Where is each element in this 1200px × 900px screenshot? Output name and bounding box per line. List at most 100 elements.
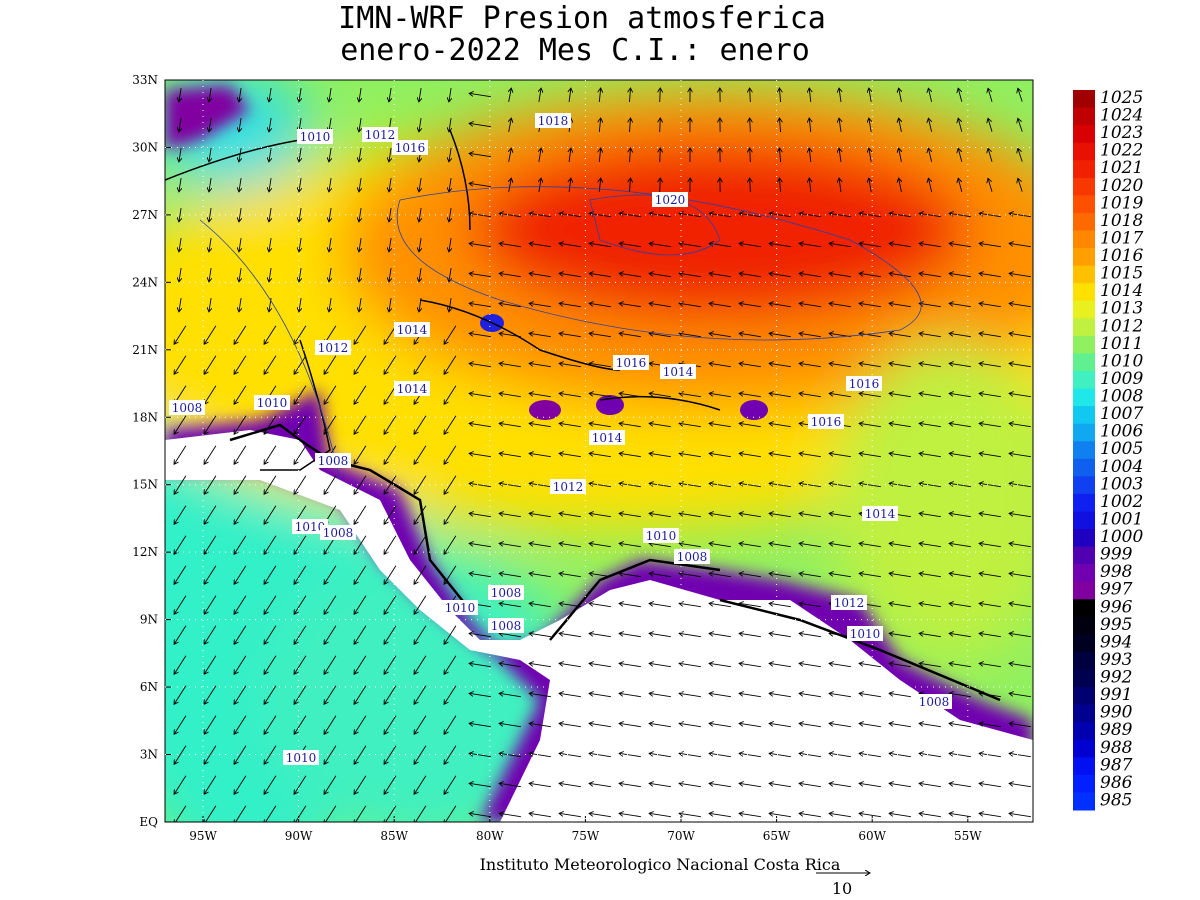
wind-arrow: [469, 243, 491, 248]
wind-arrow: [269, 88, 271, 102]
wind-arrow: [619, 663, 641, 668]
wind-arrow: [809, 178, 811, 193]
wind-arrow: [294, 595, 307, 615]
wind-arrow: [679, 693, 701, 698]
colorbar-swatch: [1073, 335, 1095, 354]
wind-arrow: [988, 118, 993, 132]
wind-arrow: [414, 565, 427, 585]
wind-arrow: [234, 775, 247, 795]
wind-arrow: [889, 663, 911, 668]
wind-arrow: [979, 423, 1001, 428]
wind-arrow: [384, 595, 397, 615]
wind-arrow: [414, 415, 427, 435]
wind-arrow: [1009, 303, 1031, 308]
wind-arrow: [679, 513, 701, 518]
wind-arrow: [354, 445, 367, 465]
wind-arrow: [499, 603, 521, 608]
wind-arrow: [889, 633, 911, 638]
wind-arrow: [529, 603, 551, 608]
wind-arrow: [769, 723, 791, 728]
wind-arrow: [444, 745, 457, 765]
colorbar-swatch: [1073, 248, 1095, 267]
wind-arrow: [649, 243, 671, 248]
wind-arrow: [324, 385, 337, 405]
wind-arrow: [174, 445, 187, 465]
wind-arrow: [889, 453, 911, 458]
wind-arrow: [799, 603, 821, 608]
wind-arrow: [889, 483, 911, 488]
colorbar-swatch: [1073, 581, 1095, 600]
wind-arrow: [799, 213, 821, 218]
wind-arrow: [679, 243, 701, 248]
wind-arrow: [769, 333, 791, 338]
contour-label-box: [315, 340, 351, 355]
wind-arrow: [264, 445, 277, 465]
colorbar-swatch: [1073, 125, 1095, 144]
wind-arrow: [239, 148, 241, 162]
wind-arrow: [750, 178, 751, 193]
wind-arrow: [889, 543, 911, 548]
wind-arrow: [889, 573, 911, 578]
wind-arrow: [589, 273, 611, 278]
colorbar-label: 1011: [1100, 334, 1143, 354]
wind-arrow: [264, 505, 277, 525]
wind-arrow: [919, 393, 941, 398]
wind-arrow: [569, 88, 571, 102]
wind-arrow: [809, 118, 811, 133]
wind-arrow: [529, 573, 551, 578]
wind-arrow: [204, 505, 217, 525]
wind-arrow: [389, 268, 391, 282]
colorbar-label: 985: [1100, 790, 1132, 810]
wind-arrow: [1009, 333, 1031, 338]
wind-arrow: [384, 505, 397, 525]
wind-arrow: [979, 573, 1001, 578]
wind-arrow: [1009, 243, 1031, 248]
lat-label: 15N: [132, 478, 158, 492]
wind-arrow: [499, 633, 521, 638]
wind-arrow: [174, 505, 187, 525]
wind-arrow: [630, 88, 631, 103]
contour-label-box: [652, 192, 688, 207]
contour-label-box: [283, 750, 319, 765]
wind-arrow: [769, 303, 791, 308]
contour-label-box: [488, 618, 524, 633]
wind-arrow: [1009, 363, 1031, 368]
wind-arrow: [499, 453, 521, 458]
wind-arrow: [414, 715, 427, 735]
wind-arrow: [919, 543, 941, 548]
wind-arrow: [204, 805, 217, 822]
colorbar-swatch: [1073, 212, 1095, 231]
wind-arrow: [529, 483, 551, 488]
wind-arrow: [709, 303, 731, 308]
wind-arrow: [769, 693, 791, 698]
wind-arrow: [294, 385, 307, 405]
wind-arrow: [679, 333, 701, 338]
wind-arrow: [769, 453, 791, 458]
wind-arrow: [179, 268, 181, 282]
wind-arrow: [559, 273, 581, 278]
wind-arrow: [949, 333, 971, 338]
wind-arrow: [264, 475, 277, 495]
colorbar-label: 1018: [1100, 211, 1143, 231]
contour-label-box: [297, 129, 333, 144]
wind-arrow: [979, 783, 1001, 788]
wind-arrow: [509, 88, 512, 102]
wind-arrow: [559, 663, 581, 668]
wind-arrow: [799, 273, 821, 278]
wind-arrow: [414, 595, 427, 615]
wind-arrow: [469, 513, 491, 518]
wind-arrow: [354, 355, 367, 375]
wind-arrow: [859, 423, 881, 428]
wind-arrow: [529, 273, 551, 278]
wind-arrow: [499, 693, 521, 698]
colorbar-label: 995: [1100, 615, 1132, 635]
wind-arrow: [529, 633, 551, 638]
wind-arrow: [829, 753, 851, 758]
wind-arrow: [444, 445, 457, 465]
wind-arrow: [419, 88, 421, 102]
wind-arrow: [679, 573, 701, 578]
wind-arrow: [949, 783, 971, 788]
wind-arrow: [799, 483, 821, 488]
wind-arrow: [509, 148, 512, 162]
wind-arrow: [829, 453, 851, 458]
